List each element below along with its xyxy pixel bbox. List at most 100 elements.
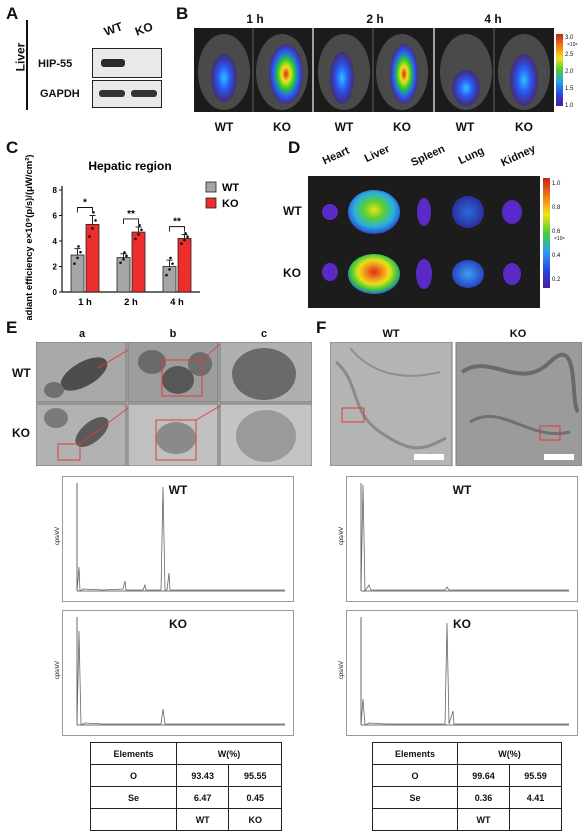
ex-vivo-organs [308,176,540,308]
em-col-f-ko: KO [509,328,527,340]
ivis-genotype-wt-1h: WT [214,120,234,134]
data-point [88,235,91,238]
data-point [122,257,125,261]
table-row: Elements W(%) [371,742,562,765]
significance-label: * [83,198,87,209]
organ-tick: 0.8 [552,205,561,211]
table-cell [90,808,177,831]
data-point [123,251,126,254]
table-row: O 99.64 95.59 [371,764,562,787]
ivis-colorbar-ticks: 3.0 2.5 2.0 1.5 1.0 [565,30,573,115]
data-point [138,223,141,227]
em-col-b: b [169,328,177,340]
timepoint-2h: 2 h [366,12,384,26]
organ-row-wt: WT [283,204,302,218]
eds-spectrum-e-ko: KO cps/eV [55,610,294,736]
eds-table-e: Elements W(%) O 93.43 95.55 Se 6.47 0.45… [90,742,283,831]
organ-tick: 0.6 [552,229,561,235]
panel-label-d: D [288,138,301,157]
data-point [134,237,137,241]
table-row: WT KO [90,808,282,831]
table-cell: Elements [90,742,177,765]
mouse-4h-wt [440,34,492,110]
organ-lung-wt [452,196,484,228]
ivis-genotype-ko-2h: KO [393,120,411,134]
organ-liver-ko [348,254,400,294]
organ-spleen-ko [416,259,432,289]
data-point [125,254,128,258]
blot-col-wt: WT [102,19,125,39]
ivis-images [194,28,554,112]
timepoint-4h: 4 h [484,12,502,26]
eds-spectrum-f-ko: KO cps/eV [339,610,578,736]
bar-wt [70,254,85,293]
table-row: O 93.43 95.55 [90,764,282,787]
panel-label-e: E [6,318,18,337]
bar-ko [131,231,146,293]
significance-label: ** [127,209,135,220]
table-cell: W(%) [175,742,283,765]
eds-title-e-ko: KO [169,617,187,631]
table-cell: 95.59 [509,764,562,787]
ivis-genotype-wt-2h: WT [334,120,354,134]
blot-row-hip55: HIP-55 [38,58,73,70]
organ-colorbar [543,178,550,288]
blot-row-gapdh: GAPDH [40,88,80,100]
y-tick-label: 2 [53,263,58,272]
table-cell [371,808,459,831]
eds-ylabel: cps/eV [55,660,62,680]
data-point [137,233,140,236]
organ-row-ko: KO [283,266,301,280]
organ-kidney-wt [502,200,522,224]
organ-lung-ko [452,260,484,288]
blot-band-gapdh-ko [131,90,157,97]
significance-label: ** [173,217,181,228]
x-tick-label: 4 h [170,297,184,308]
data-point [165,273,168,277]
panel-label-f: F [316,318,327,337]
panel-label-a: A [6,4,19,23]
significance-bracket [77,207,93,213]
table-row: Elements W(%) [90,742,283,765]
blot-hip55-strip [92,48,162,78]
chart-title: Hepatic region [88,159,171,173]
data-point [91,227,94,230]
organ-colorbar-unit: ×10⁸ [554,236,565,242]
table-cell: Se [90,786,177,809]
x-tick-label: 2 h [124,297,138,308]
eds-title-f-wt: WT [452,483,472,497]
data-point [169,256,172,260]
data-point [76,256,79,260]
eds-ylabel: cps/eV [339,526,346,546]
blot-band-gapdh-wt [99,90,125,97]
data-point [168,268,171,271]
ivis-genotype-ko-4h: KO [515,120,533,134]
eds-trace [76,483,285,592]
organ-tick: 0.4 [552,253,561,259]
data-point [140,228,143,232]
ivis-genotype-ko-1h: KO [273,120,291,134]
table-cell: 95.55 [228,764,282,787]
organ-label-liver: Liver [362,143,392,165]
data-point [77,245,80,248]
organ-tick: 0.2 [552,277,561,283]
table-cell: 93.43 [175,764,230,787]
organ-heart-ko [322,263,338,281]
data-point [186,235,189,239]
blot-bracket [26,20,28,110]
em-col-c: c [260,328,268,340]
eds-ylabel: cps/eV [55,526,62,546]
mouse-4h-ko [498,34,550,110]
bar-chart-hepatic: Hepatic region Radiant efficiency e×10⁹(p… [24,154,239,320]
eds-trace [360,483,569,593]
em-row-ko: KO [12,426,30,440]
ivis-genotype-wt-4h: WT [455,120,475,134]
chart-ylabel: Radiant efficiency e×10⁹(p/s)/(μW/cm²) [24,154,35,320]
bar-ko [177,238,192,293]
y-tick-label: 0 [53,288,58,297]
eds-ylabel: cps/eV [339,660,346,680]
data-point [171,262,174,265]
table-cell: WT [457,808,510,831]
significance-bracket [123,218,139,224]
organ-colorbar-ticks: 1.0 0.8 0.6 0.4 0.2 [552,172,560,292]
